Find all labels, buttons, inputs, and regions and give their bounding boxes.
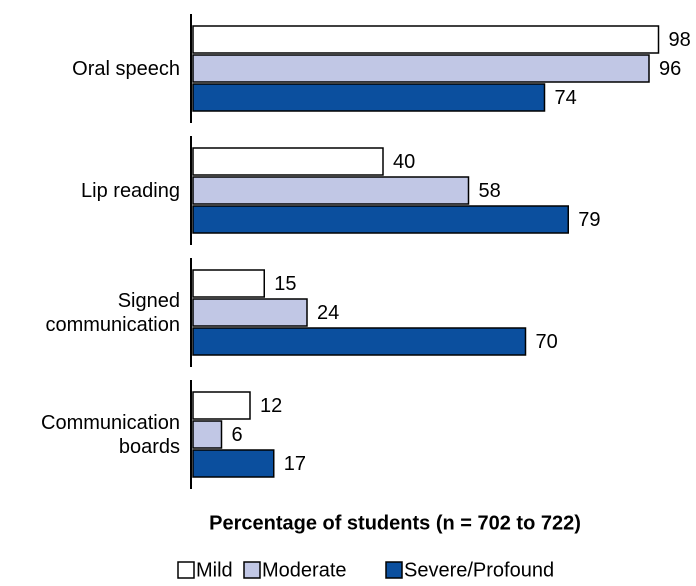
- bar: [192, 205, 569, 234]
- bar: [192, 449, 275, 478]
- value-label: 74: [555, 87, 577, 109]
- x-axis-title: Percentage of students (n = 702 to 722): [209, 512, 581, 534]
- bar: [192, 391, 251, 420]
- bar: [192, 298, 308, 327]
- bar: [192, 83, 546, 112]
- legend-swatch: [243, 561, 261, 579]
- value-label: 96: [659, 58, 681, 80]
- value-label: 6: [232, 424, 243, 446]
- bar: [192, 420, 223, 449]
- value-label: 17: [284, 453, 306, 475]
- value-label: 12: [260, 395, 282, 417]
- value-label: 40: [393, 151, 415, 173]
- value-label: 79: [578, 209, 600, 231]
- bar: [192, 147, 384, 176]
- bar: [192, 54, 650, 83]
- bar: [192, 269, 265, 298]
- legend-label: Moderate: [262, 559, 347, 581]
- legend-label: Severe/Profound: [404, 559, 554, 581]
- category-label: Oral speech: [72, 57, 180, 80]
- value-label: 24: [317, 302, 339, 324]
- value-label: 98: [669, 29, 691, 51]
- legend-swatch: [177, 561, 195, 579]
- value-label: 58: [479, 180, 501, 202]
- bar: [192, 327, 527, 356]
- legend-label: Mild: [196, 559, 233, 581]
- category-label: Signed communication: [45, 289, 180, 336]
- value-label: 15: [274, 273, 296, 295]
- legend-swatch: [385, 561, 403, 579]
- bar: [192, 176, 470, 205]
- category-label: Communication boards: [41, 411, 180, 458]
- value-label: 70: [536, 331, 558, 353]
- bar: [192, 25, 660, 54]
- category-label: Lip reading: [81, 179, 180, 202]
